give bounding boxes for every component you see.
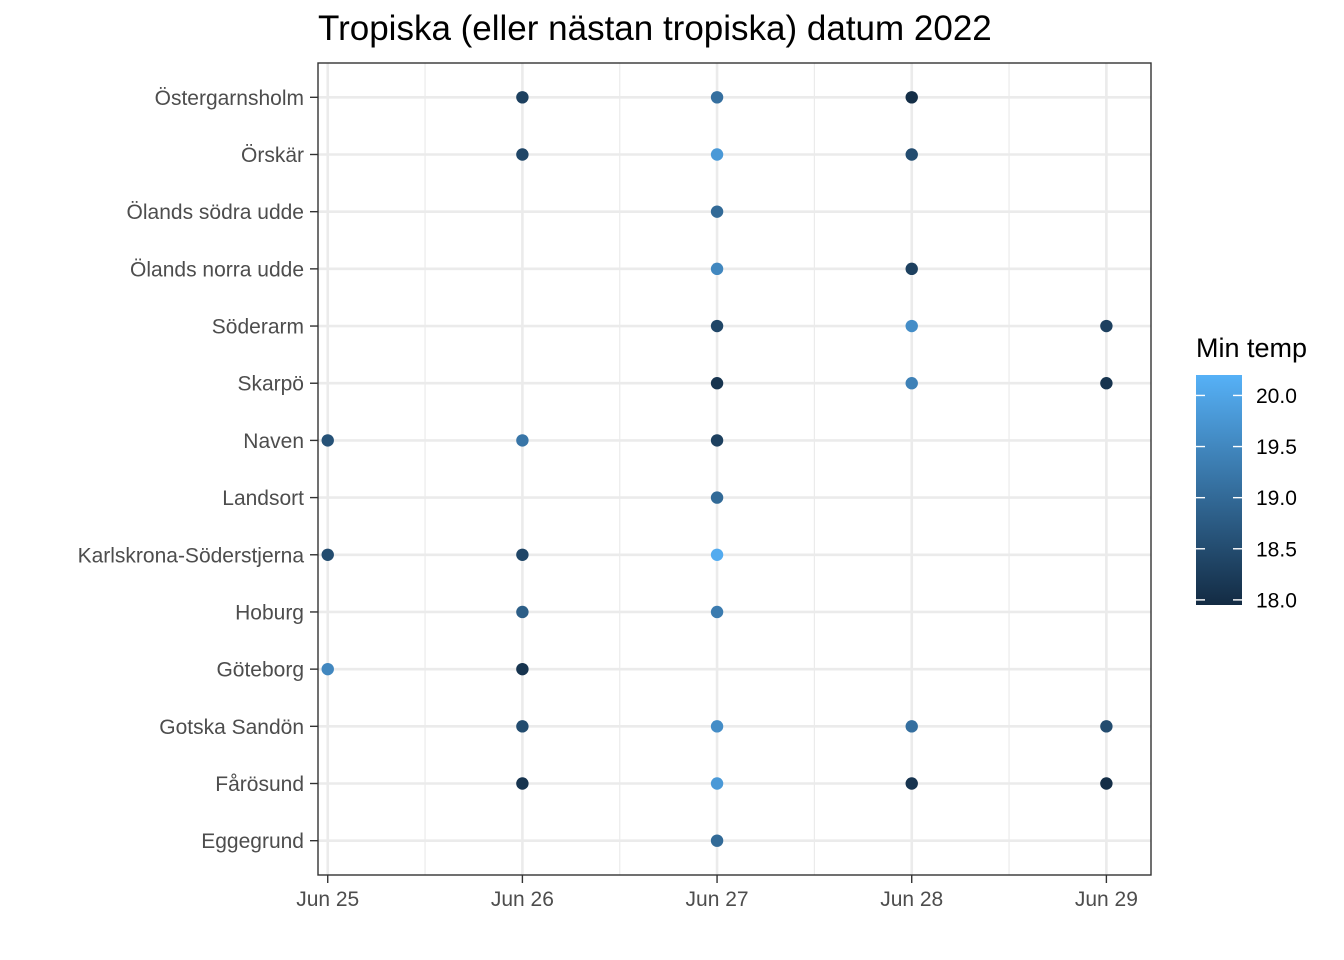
data-point [516, 662, 529, 676]
grid [318, 63, 1151, 875]
plot-panel-border [317, 62, 1152, 876]
data-point [710, 777, 724, 790]
data-point [710, 148, 724, 161]
legend-label: 19.0 [1256, 487, 1297, 510]
data-point [516, 605, 529, 619]
colorbar [1196, 375, 1242, 605]
y-tick-label: Landsort [222, 487, 304, 510]
y-tick-label: Örskär [241, 144, 304, 167]
data-point [710, 834, 724, 847]
data-point [710, 720, 724, 733]
data-point [710, 262, 724, 276]
data-point [710, 205, 724, 218]
y-tick-label: Naven [243, 430, 304, 453]
data-point [710, 434, 724, 447]
plot-panel [318, 63, 1151, 875]
data-point [321, 548, 334, 561]
data-point [905, 91, 918, 104]
data-point [905, 148, 918, 161]
data-point [516, 91, 529, 104]
data-point [710, 491, 724, 504]
data-point [516, 548, 529, 561]
legend-label: 18.0 [1256, 589, 1297, 612]
data-point [321, 662, 334, 676]
x-tick-label: Jun 28 [880, 888, 943, 911]
data-point [1100, 319, 1113, 333]
y-tick-label: Ölands norra udde [130, 258, 304, 281]
legend: Min temp 18.0 18.5 19.0 19.5 20.0 [1196, 333, 1307, 612]
x-axis: Jun 25 Jun 26 Jun 27 Jun 28 Jun 29 [296, 875, 1138, 911]
legend-label: 19.5 [1256, 436, 1297, 459]
data-point [905, 319, 918, 333]
data-point [516, 777, 529, 790]
y-axis: Eggegrund Fårösund Gotska Sandön Göteborg Ho… [78, 87, 318, 853]
data-point [710, 319, 724, 333]
points-layer [321, 91, 1113, 847]
data-point [905, 777, 918, 790]
data-point [710, 91, 724, 104]
legend-title: Min temp [1196, 333, 1307, 363]
y-tick-label: Östergarnsholm [155, 87, 304, 110]
x-tick-label: Jun 29 [1075, 888, 1138, 911]
data-point [905, 377, 918, 390]
data-point [1100, 720, 1113, 733]
x-tick-label: Jun 26 [491, 888, 554, 911]
y-tick-label: Eggegrund [201, 830, 304, 853]
data-point [905, 262, 918, 276]
data-point [516, 720, 529, 733]
data-point [516, 434, 529, 447]
data-point [905, 720, 918, 733]
data-point [710, 605, 724, 619]
legend-label: 20.0 [1256, 385, 1297, 408]
y-tick-label: Karlskrona-Söderstjerna [78, 544, 305, 567]
data-point [710, 548, 724, 561]
y-tick-label: Fårösund [215, 773, 304, 796]
y-tick-label: Hoburg [235, 601, 304, 624]
y-tick-label: Göteborg [216, 659, 304, 682]
y-tick-label: Ölands södra udde [127, 201, 304, 224]
x-tick-label: Jun 27 [686, 888, 749, 911]
y-tick-label: Skarpö [237, 373, 304, 396]
data-point [1100, 777, 1113, 790]
x-tick-label: Jun 25 [296, 888, 359, 911]
legend-label: 18.5 [1256, 538, 1297, 561]
y-tick-label: Gotska Sandön [159, 716, 304, 739]
y-tick-label: Söderarm [212, 316, 304, 339]
chart-title: Tropiska (eller nästan tropiska) datum 2… [318, 9, 992, 48]
data-point [321, 434, 334, 447]
data-point [516, 148, 529, 161]
data-point [1100, 377, 1113, 390]
data-point [710, 377, 724, 390]
